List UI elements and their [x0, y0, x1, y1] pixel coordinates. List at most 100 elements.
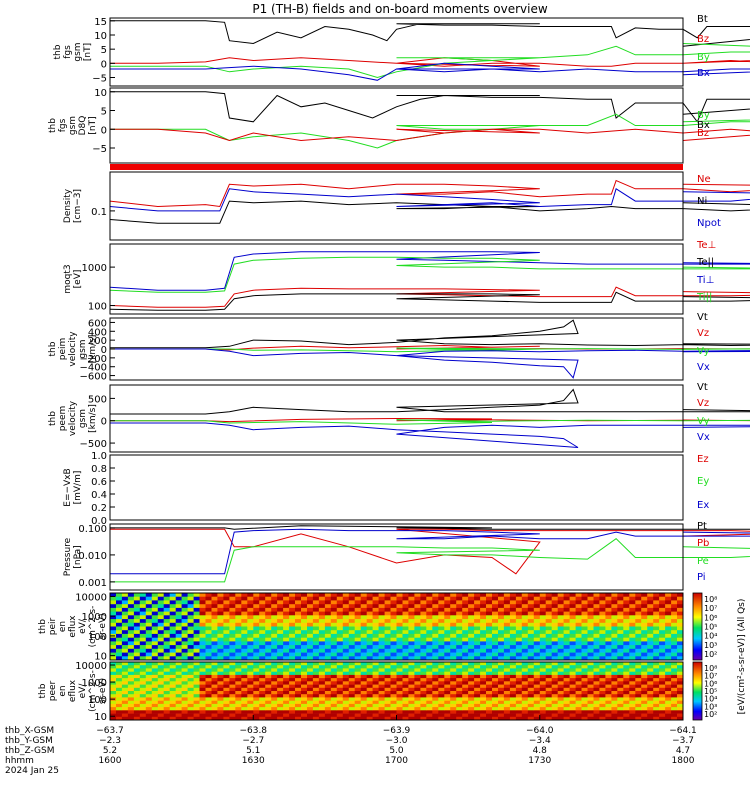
spectrogram-cell [330, 633, 338, 638]
colorbar-tick-label: 10⁴ [704, 632, 717, 641]
spectrogram-cell [521, 665, 529, 669]
spectrogram-cell [217, 607, 224, 612]
spectrogram-cell [372, 615, 379, 620]
spectrogram-cell [539, 626, 547, 631]
spectrogram-cell [354, 710, 362, 714]
spectrogram-cell [378, 619, 385, 624]
spectrogram-cell [145, 687, 153, 692]
spectrogram-cell [199, 615, 206, 620]
spectrogram-cell [581, 671, 588, 676]
spectrogram-cell [241, 687, 248, 692]
spectrogram-cell [408, 607, 415, 612]
spectrogram-cell [420, 713, 427, 718]
spectrogram-cell [217, 633, 224, 638]
spectrogram-cell [187, 703, 194, 708]
spectrogram-cell [653, 622, 660, 627]
spectrogram-cell [330, 652, 338, 657]
spectrogram-cell [110, 607, 117, 612]
spectrogram-cell [217, 630, 224, 635]
spectrogram-cell [342, 713, 350, 718]
spectrogram-cell [199, 694, 206, 698]
spectrogram-cell [569, 619, 576, 624]
spectrogram-cell [486, 671, 493, 676]
spectrogram-cell [372, 611, 379, 616]
spectrogram-cell [402, 694, 409, 698]
spectrogram-cell [492, 652, 499, 657]
spectrogram-cell [360, 674, 368, 679]
spectrogram-cell [277, 637, 284, 642]
spectrogram-cell [354, 656, 362, 661]
spectrogram-cell [474, 681, 481, 685]
spectrogram-cell [163, 671, 171, 676]
spectrogram-cell [486, 668, 493, 672]
spectrogram-cell [307, 619, 314, 624]
spectrogram-cell [187, 678, 194, 682]
spectrogram-cell [420, 615, 427, 620]
spectrogram-cell [145, 652, 153, 657]
spectrogram-cell [127, 615, 135, 620]
spectrogram-cell [390, 652, 397, 657]
spectrogram-cell [384, 665, 391, 669]
spectrogram-cell [438, 703, 445, 708]
spectrogram-cell [110, 716, 117, 721]
spectrogram-cell [127, 607, 135, 612]
spectrogram-cell [486, 652, 493, 657]
y-tick-label: 5 [101, 107, 107, 118]
spectrogram-cell [408, 710, 415, 714]
spectrogram-cell [211, 678, 218, 682]
spectrogram-cell [336, 596, 344, 601]
spectrogram-cell [324, 687, 332, 692]
spectrogram-cell [545, 697, 553, 701]
spectrogram-cell [498, 716, 505, 721]
spectrogram-cell [444, 713, 451, 718]
spectrogram-cell [360, 700, 368, 705]
spectrogram-cell [665, 707, 672, 711]
spectrogram-cell [414, 716, 421, 721]
spectrogram-cell [420, 641, 427, 646]
spectrogram-cell [121, 674, 129, 679]
y-label-line: peim [58, 338, 68, 361]
spectrogram-cell [247, 641, 254, 646]
spectrogram-cell [121, 684, 129, 689]
spectrogram-cell [211, 697, 218, 701]
spectrogram-cell [342, 607, 350, 612]
spectrogram-cell [533, 637, 541, 642]
spectrogram-cell [360, 710, 368, 714]
spectrogram-cell [241, 648, 248, 653]
spectrogram-cell [587, 619, 594, 624]
spectrogram-cell [659, 645, 666, 650]
spectrogram-cell [623, 619, 630, 624]
spectrogram-cell [139, 700, 147, 705]
spectrogram-cell [587, 656, 594, 661]
spectrogram-cell [432, 630, 439, 635]
spectrogram-cell [342, 697, 350, 701]
spectrogram-cell [116, 681, 123, 685]
spectrogram-cell [611, 641, 618, 646]
spectrogram-cell [635, 593, 642, 598]
spectrogram-cell [181, 662, 188, 666]
spectrogram-cell [139, 641, 147, 646]
spectrogram-cell [551, 615, 559, 620]
spectrogram-cell [611, 615, 618, 620]
spectrogram-cell [647, 630, 654, 635]
spectrogram-cell [301, 700, 308, 705]
spectrogram-cell [348, 600, 356, 605]
spectrogram-cell [229, 668, 236, 672]
spectrogram-cell [611, 678, 618, 682]
spectrogram-cell [593, 633, 600, 638]
spectrogram-cell [110, 678, 117, 682]
spectrogram-cell [181, 678, 188, 682]
spectrogram-cell [545, 656, 553, 661]
spectrogram-cell [175, 713, 183, 718]
spectrogram-cell [474, 630, 481, 635]
spectrogram-cell [575, 700, 582, 705]
spectrogram-cell [653, 656, 660, 661]
spectrogram-cell [444, 707, 451, 711]
spectrogram-cell [372, 604, 379, 609]
spectrogram-cell [277, 615, 284, 620]
spectrogram-cell [468, 596, 475, 601]
spectrogram-cell [271, 671, 278, 676]
